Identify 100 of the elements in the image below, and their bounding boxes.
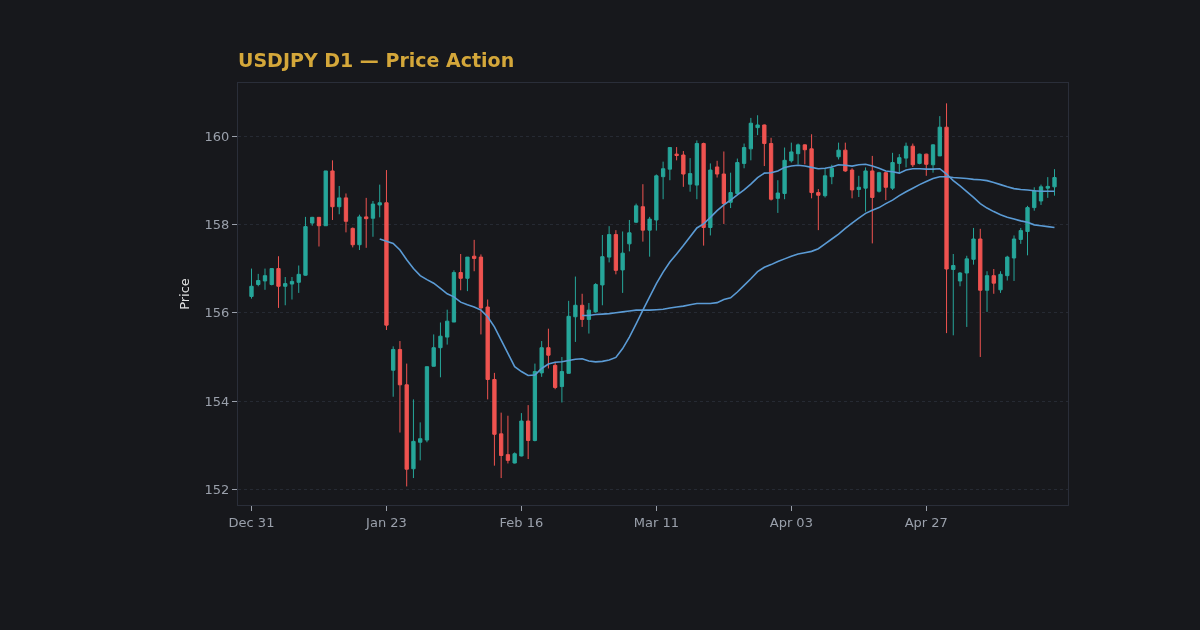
candlestick	[573, 276, 578, 343]
candlestick	[586, 302, 592, 335]
candlestick	[809, 133, 814, 199]
candlestick	[721, 150, 727, 225]
candlestick	[708, 162, 713, 236]
candlestick	[330, 159, 335, 221]
candlestick	[951, 253, 956, 336]
y-tick-label: 152	[204, 482, 230, 498]
line-series	[378, 163, 1056, 377]
candlestick	[620, 230, 625, 294]
candlestick	[478, 253, 484, 335]
candlestick	[971, 227, 976, 266]
candlestick	[526, 404, 531, 460]
candlestick	[795, 143, 801, 165]
candlestick	[863, 166, 868, 213]
y-tick-label: 160	[204, 128, 230, 144]
candlestick	[249, 268, 254, 300]
candlestick	[775, 179, 780, 214]
x-tick-label: Dec 31	[228, 514, 275, 530]
candlestick	[991, 268, 996, 295]
candlestick	[735, 158, 740, 196]
candlestick	[316, 216, 322, 247]
x-tick-label: Feb 16	[499, 514, 544, 530]
candlestick	[964, 255, 969, 328]
candlestick	[458, 253, 463, 291]
candlestick	[1052, 168, 1057, 197]
chart-title: USDJPY D1 — Price Action	[238, 48, 515, 71]
candlestick	[553, 361, 558, 390]
candlestick	[674, 146, 679, 161]
candlestick	[283, 276, 288, 306]
candlestick	[694, 139, 700, 200]
candlestick	[256, 273, 261, 287]
candlestick	[802, 143, 807, 165]
candlestick	[903, 142, 909, 168]
candlestick	[924, 153, 929, 177]
candlestick	[310, 216, 315, 227]
candlestick	[364, 197, 369, 249]
candlestick	[323, 170, 328, 227]
candlestick	[822, 167, 828, 198]
candlestick	[289, 276, 295, 301]
candlestick	[849, 167, 855, 199]
candlestick	[431, 333, 436, 367]
candlestick	[559, 356, 565, 403]
candlestick	[930, 143, 936, 174]
x-tick-label: Apr 27	[904, 514, 948, 530]
candlestick	[1018, 227, 1023, 245]
candlestick	[418, 421, 423, 461]
candlestick	[404, 363, 409, 487]
candlestick	[606, 225, 612, 263]
candlestick	[262, 268, 268, 291]
candlestick	[660, 161, 666, 200]
candlestick	[424, 366, 430, 443]
candlestick	[546, 328, 551, 369]
candlestick	[600, 234, 605, 306]
candlestick	[816, 188, 821, 231]
candlestick	[276, 255, 281, 309]
candlestick	[1011, 234, 1017, 282]
candlestick	[701, 142, 706, 247]
candlestick	[647, 216, 652, 258]
candlestick	[633, 203, 639, 224]
x-tick-label: Jan 23	[365, 514, 407, 530]
candlestick	[714, 160, 720, 179]
candlestick	[296, 265, 301, 294]
candlestick	[519, 412, 524, 457]
candlestick	[350, 227, 355, 248]
candlestick	[667, 146, 673, 181]
candlestick	[687, 157, 693, 193]
candlestick	[539, 340, 544, 378]
candlestick	[370, 200, 376, 238]
candlestick	[438, 322, 443, 378]
candlestick	[897, 153, 902, 174]
candlestick	[957, 271, 963, 287]
candlestick	[640, 183, 646, 243]
candlestick	[762, 124, 767, 167]
candlestick	[984, 270, 990, 313]
candlestick	[843, 142, 848, 173]
candlestick	[890, 152, 895, 191]
candlestick	[789, 142, 794, 164]
candlestick	[357, 214, 362, 251]
candlestick	[681, 150, 686, 188]
candlestick	[768, 137, 774, 202]
candlestick	[870, 155, 875, 244]
candlestick	[492, 372, 497, 467]
candlestick	[836, 142, 841, 160]
y-tick-label: 158	[204, 216, 230, 232]
candlestick	[499, 412, 504, 479]
candlestick	[876, 171, 882, 194]
candlestick	[782, 147, 787, 200]
candlestick	[978, 228, 983, 358]
candlestick	[512, 451, 517, 464]
candlestick	[303, 216, 308, 277]
x-tick-label: Mar 11	[633, 514, 679, 530]
y-axis-title: Price	[176, 278, 192, 310]
candlestick	[613, 229, 619, 275]
candlestick	[1025, 205, 1030, 256]
candlestick	[998, 270, 1003, 294]
candlestick	[566, 300, 571, 374]
candlestick	[384, 169, 389, 331]
candlestick	[465, 256, 470, 292]
candlestick	[944, 102, 949, 334]
